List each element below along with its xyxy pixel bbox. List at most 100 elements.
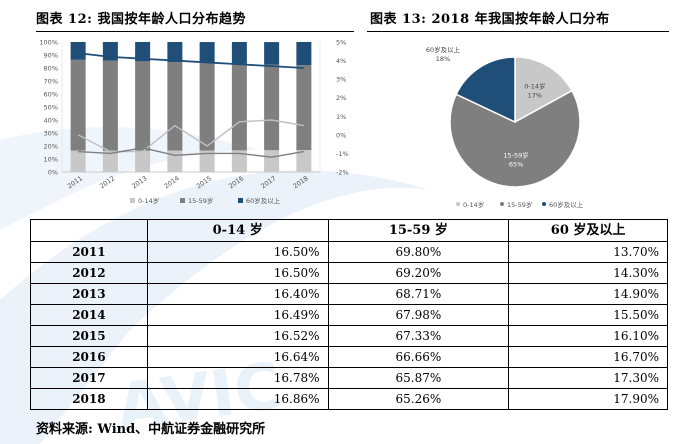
x-tick-label: 2014	[163, 174, 181, 190]
row-year-cell: 2014	[30, 304, 148, 326]
table-row: 2013 16.40% 68.71% 14.90%	[30, 283, 668, 305]
table-header-cell	[30, 219, 148, 242]
bar-age-0-14	[70, 150, 86, 172]
row-year-cell: 2018	[30, 388, 148, 410]
legend-label: 0-14岁	[463, 200, 484, 209]
legend-swatch	[542, 202, 546, 206]
table-cell: 13.70%	[508, 241, 668, 263]
legend-label: 15-59岁	[507, 200, 532, 209]
figure13-title: 图表 13: 2018 年我国按年龄人口分布	[370, 12, 610, 27]
row-year-cell: 2016	[30, 346, 148, 368]
y2-tick-label: -1%	[336, 150, 349, 158]
table-header-cell: 60 岁及以上	[508, 219, 668, 242]
table-row: 2014 16.49% 67.98% 15.50%	[30, 304, 668, 326]
y2-tick-label: 1%	[336, 113, 346, 121]
bar-age-60-plus	[199, 42, 215, 63]
legend-label: 60岁及以上	[549, 200, 584, 209]
age-trend-chart: 0% 10% 20% 30% 40% 50% 60% 70% 80% 90% 100% -2% -1% 0…	[39, 39, 349, 206]
y-tick-label: 60%	[44, 91, 58, 99]
table-cell: 16.64%	[146, 346, 329, 368]
bar-age-0-14	[102, 150, 118, 172]
figure13-title-rule	[367, 31, 669, 32]
pie-slice	[449, 89, 581, 188]
table-header-cell: 0-14 岁	[146, 219, 329, 242]
bar-age-0-14	[135, 150, 151, 172]
table-cell: 66.66%	[327, 346, 510, 368]
pie-label: 60岁及以上	[426, 45, 461, 54]
y2-tick-label: 2%	[336, 94, 346, 102]
pie-value-label: 17%	[528, 91, 542, 99]
y-tick-label: 70%	[44, 78, 58, 86]
table-cell: 16.70%	[508, 346, 668, 368]
x-tick-label: 2011	[66, 174, 84, 190]
y2-tick-label: 0%	[336, 131, 346, 139]
row-year-cell: 2015	[30, 325, 148, 347]
table-cell: 69.80%	[327, 241, 510, 263]
table-cell: 16.10%	[508, 325, 668, 347]
table-cell: 68.71%	[327, 283, 510, 305]
y-tick-label: 50%	[44, 104, 58, 112]
bar-age-15-59	[264, 64, 280, 151]
table-row: 2011 16.50% 69.80% 13.70%	[30, 241, 668, 263]
table-header-cell: 15-59 岁	[327, 219, 510, 242]
row-year-cell: 2013	[30, 283, 148, 305]
y-tick-label: 100%	[39, 39, 58, 47]
bar-age-60-plus	[135, 41, 151, 62]
x-tick-label: 2015	[195, 174, 213, 190]
age-distribution-table: 0-14 岁 15-59 岁 60 岁及以上 2011 16.50% 69.80% 1…	[30, 219, 668, 410]
legend-swatch	[456, 202, 460, 206]
legend-label: 15-59岁	[188, 196, 213, 205]
trend-line	[78, 52, 304, 69]
table-cell: 16.50%	[146, 241, 329, 263]
table-row: 2018 16.86% 65.26% 17.90%	[30, 388, 668, 410]
table-cell: 16.86%	[146, 388, 329, 410]
legend-swatch	[500, 202, 504, 206]
table-cell: 14.90%	[508, 283, 668, 305]
row-year-cell: 2017	[30, 367, 148, 389]
table-header-row: 0-14 岁 15-59 岁 60 岁及以上	[30, 219, 668, 242]
pie-label: 15-59岁	[503, 151, 528, 160]
y2-tick-label: 4%	[336, 57, 346, 65]
pie-label: 0-14岁	[524, 81, 545, 90]
x-tick-label: 2013	[130, 174, 148, 190]
row-year-cell: 2012	[30, 262, 148, 284]
y-tick-label: 40%	[44, 117, 58, 125]
table-cell: 67.98%	[327, 304, 510, 326]
y-tick-label: 90%	[44, 52, 58, 60]
bar-age-0-14	[264, 150, 280, 172]
table-body: 2011 16.50% 69.80% 13.70% 2012 16.50% 69.20% 14…	[30, 241, 668, 410]
legend-swatch	[238, 198, 243, 203]
table-cell: 69.20%	[327, 262, 510, 284]
bar-age-60-plus	[296, 41, 312, 66]
bar-age-0-14	[296, 150, 312, 172]
table-cell: 17.90%	[508, 388, 668, 410]
trend-line	[78, 147, 304, 158]
table-row: 2015 16.52% 67.33% 16.10%	[30, 325, 668, 347]
legend-label: 0-14岁	[138, 196, 159, 205]
bar-age-15-59	[296, 65, 312, 151]
table-cell: 16.78%	[146, 367, 329, 389]
table-row: 2012 16.50% 69.20% 14.30%	[30, 262, 668, 284]
pie-value-label: 65%	[509, 161, 523, 169]
bar-age-0-14	[231, 150, 247, 172]
y2-tick-label: 5%	[336, 39, 346, 47]
legend-swatch	[180, 198, 185, 203]
table-cell: 65.87%	[327, 367, 510, 389]
table-cell: 16.40%	[146, 283, 329, 305]
x-tick-label: 2017	[259, 174, 277, 190]
table-cell: 67.33%	[327, 325, 510, 347]
bar-age-0-14	[167, 150, 183, 172]
bar-age-0-14	[199, 150, 215, 172]
trend-line	[77, 119, 304, 153]
legend-label: 60岁及以上	[246, 196, 281, 205]
bar-age-60-plus	[231, 42, 247, 64]
table-row: 2017 16.78% 65.87% 17.30%	[30, 367, 668, 389]
y-tick-label: 10%	[44, 156, 58, 164]
table-cell: 16.49%	[146, 304, 329, 326]
legend-swatch	[130, 198, 135, 203]
bar-age-60-plus	[70, 42, 86, 60]
bar-age-15-59	[70, 59, 86, 151]
x-tick-label: 2016	[227, 174, 245, 190]
row-year-cell: 2011	[30, 241, 148, 263]
